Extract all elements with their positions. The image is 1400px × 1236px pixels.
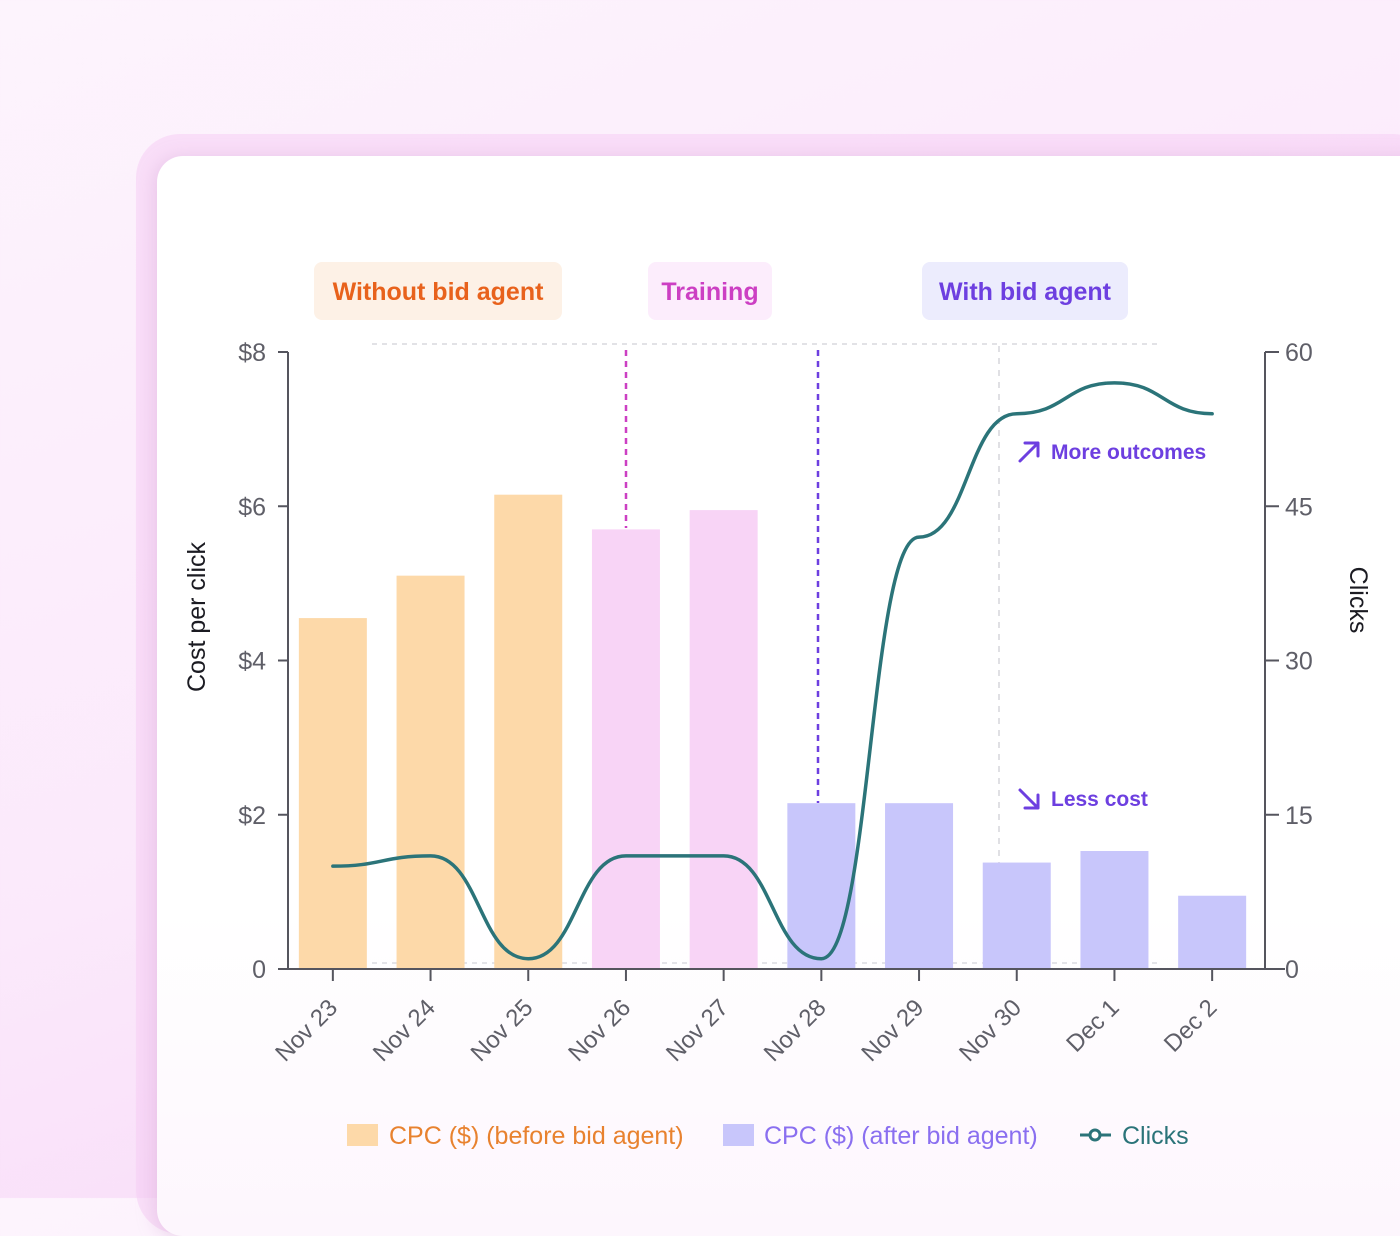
phase-label-text: Training: [661, 278, 758, 306]
bar-nov-28: [787, 803, 856, 969]
clicks-line-layer: [331, 381, 1214, 961]
right-tick-label: 15: [1285, 802, 1313, 830]
bar-dec-1: [1080, 850, 1149, 969]
x-tick-label: Nov 27: [661, 994, 734, 1067]
x-tick-label: Nov 23: [270, 994, 343, 1067]
annotation-2: Less cost: [1018, 788, 1148, 811]
arrow-down-right-icon: [1018, 788, 1040, 810]
legend-swatch: [347, 1124, 378, 1146]
legend-swatch: [723, 1124, 754, 1146]
left-tick-label: $2: [238, 802, 266, 830]
right-tick-label: 30: [1285, 648, 1313, 676]
legend-label: CPC ($) (before bid agent): [389, 1122, 684, 1150]
arrow-up-right-icon: [1018, 441, 1040, 463]
bars-layer: [298, 494, 1247, 969]
bar-nov-23: [298, 618, 367, 969]
x-tick-label: Nov 25: [466, 994, 539, 1067]
phase-label-2: Training: [648, 262, 772, 320]
x-tick-label: Nov 28: [759, 994, 832, 1067]
x-tick-label: Nov 29: [856, 994, 929, 1067]
x-tick-label: Nov 24: [368, 994, 441, 1067]
annotation-1: More outcomes: [1018, 441, 1206, 464]
bar-nov-25: [494, 494, 563, 969]
legend-label: Clicks: [1122, 1122, 1189, 1150]
combo-chart: 0 $2 $4 $6 $8 0 15 30 45 60 Cost per click Clicks N…: [183, 262, 1372, 1150]
bar-nov-30: [982, 862, 1051, 969]
phase-label-bg: [314, 262, 562, 320]
arrow-path: [1018, 788, 1040, 810]
legend-label: CPC ($) (after bid agent): [764, 1122, 1038, 1150]
x-tick-label: Dec 1: [1061, 994, 1124, 1057]
left-tick-label: $8: [238, 339, 266, 367]
right-tick-label: 60: [1285, 339, 1313, 367]
annotation-text: More outcomes: [1051, 441, 1206, 464]
left-tick-label: $6: [238, 493, 266, 521]
left-tick-label: 0: [252, 956, 266, 984]
phase-label-text: With bid agent: [939, 278, 1112, 306]
phase-label-3: With bid agent: [922, 262, 1128, 320]
legend-item-2: CPC ($) (after bid agent): [723, 1122, 1038, 1150]
bar-nov-26: [591, 529, 660, 969]
axes-layer: 0 $2 $4 $6 $8 0 15 30 45 60 Cost per click Clicks: [183, 339, 1372, 984]
legend: CPC ($) (before bid agent) CPC ($) (after…: [347, 1122, 1189, 1150]
legend-item-3: Clicks: [1080, 1122, 1189, 1150]
right-tick-label: 45: [1285, 493, 1313, 521]
x-tick-label: Nov 26: [563, 994, 636, 1067]
left-axis-title: Cost per click: [183, 541, 211, 692]
bar-nov-27: [689, 510, 758, 969]
phase-label-bg: [922, 262, 1128, 320]
right-tick-label: 0: [1285, 956, 1299, 984]
x-tick-label: Dec 2: [1159, 994, 1222, 1057]
annotation-text: Less cost: [1051, 788, 1148, 811]
left-tick-label: $4: [238, 648, 266, 676]
category-labels: Nov 23 Nov 24 Nov 25 Nov 26 Nov 27 Nov 28 Nov …: [270, 969, 1222, 1067]
phase-label-bg: [648, 262, 772, 320]
bar-dec-2: [1178, 895, 1247, 969]
bar-nov-29: [885, 803, 954, 969]
clicks-line: [331, 381, 1214, 961]
annotations: More outcomes Less cost: [1018, 441, 1206, 811]
phase-labels: Without bid agent Training With bid agent: [314, 262, 1128, 320]
right-axis-title: Clicks: [1344, 567, 1372, 634]
legend-marker: [1088, 1128, 1102, 1142]
phase-label-text: Without bid agent: [333, 278, 545, 306]
x-tick-label: Nov 30: [954, 994, 1027, 1067]
bar-nov-24: [396, 575, 465, 969]
legend-item-1: CPC ($) (before bid agent): [347, 1122, 684, 1150]
phase-label-1: Without bid agent: [314, 262, 562, 320]
arrow-path: [1018, 441, 1040, 463]
